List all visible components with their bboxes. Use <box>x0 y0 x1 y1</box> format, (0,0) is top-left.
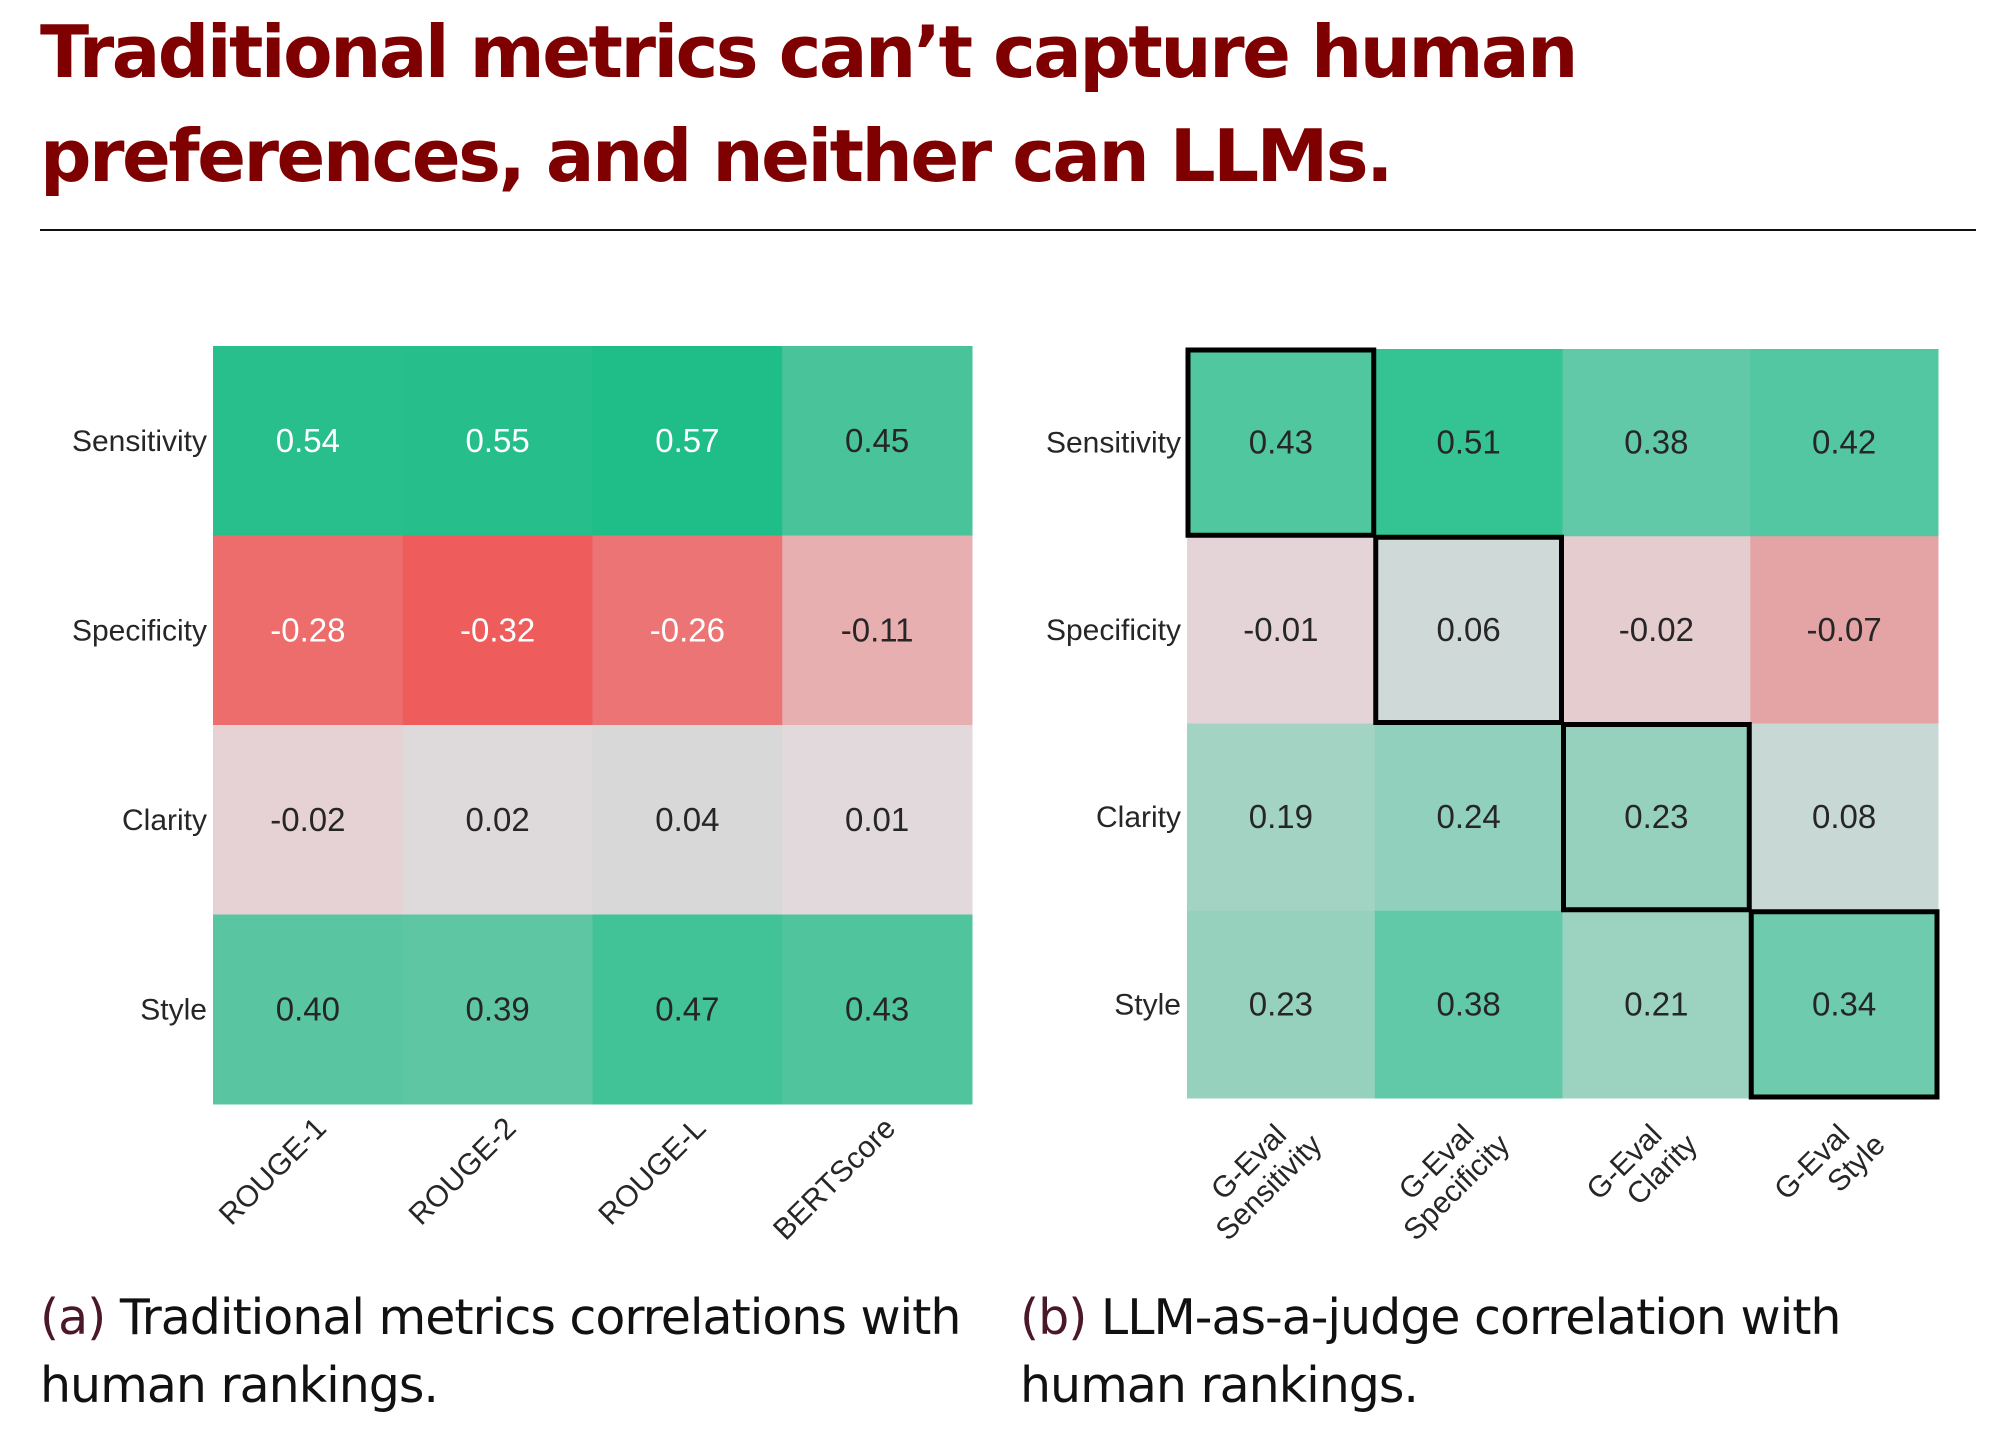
heatmap-cell-clarity-g-eval-specificity <box>1374 723 1563 912</box>
heatmap-cell-sensitivity-g-eval-specificity <box>1374 349 1563 537</box>
heatmap-cell-clarity-bertscore <box>782 725 973 915</box>
heatmap-cell-clarity-rouge-2 <box>402 725 593 915</box>
cell-value-label: 0.43 <box>1249 424 1313 461</box>
cell-value-label: 0.24 <box>1437 798 1501 835</box>
row-label-style: Style <box>1114 988 1181 1021</box>
cell-value-label: 0.51 <box>1437 424 1501 461</box>
heatmap-cell-specificity-bertscore <box>782 535 973 726</box>
heatmap-cell-specificity-rouge-l <box>592 535 783 726</box>
cell-value-label: 0.55 <box>466 422 530 459</box>
row-label-sensitivity: Sensitivity <box>72 425 207 458</box>
caption-b: (b) LLM-as-a-judge correlation with huma… <box>1020 1284 1980 1420</box>
highlight-box <box>1748 909 1940 1100</box>
heatmap-cell-style-g-eval-style <box>1750 910 1939 1099</box>
heatmap-cell-clarity-rouge-1 <box>213 725 404 915</box>
cell-value-label: 0.23 <box>1249 985 1313 1022</box>
heatmap-cell-clarity-g-eval-sensitivity <box>1187 723 1376 912</box>
heatmap-cell-style-g-eval-specificity <box>1374 910 1563 1099</box>
heatmap-cell-style-rouge-l <box>592 914 783 1105</box>
heatmap-traditional-metrics: 0.54 0.55 0.57 0.45 -0.28 -0.32 -0.26 -0.11 -0.0… <box>72 346 973 1247</box>
column-label-bertscore: BERTScore <box>767 1112 902 1247</box>
caption-b-tag: (b) <box>1020 1289 1087 1346</box>
column-label-rouge-l: ROUGE-L <box>592 1112 712 1232</box>
column-label-rouge-1: ROUGE-1 <box>213 1112 333 1232</box>
heatmap-cell-clarity-g-eval-clarity <box>1562 723 1751 912</box>
heatmap-cell-style-g-eval-sensitivity <box>1187 910 1376 1099</box>
title-line-1: Traditional metrics can’t capture human <box>40 10 1578 94</box>
column-label-rouge-2: ROUGE-2 <box>403 1112 523 1232</box>
cell-value-label: -0.02 <box>1619 611 1694 648</box>
highlight-box <box>1185 347 1377 538</box>
row-label-specificity: Specificity <box>1046 614 1181 647</box>
caption-a-text: Traditional metrics correlations with hu… <box>40 1289 961 1414</box>
caption-a-tag: (a) <box>40 1289 106 1346</box>
cell-value-label: 0.54 <box>276 422 340 459</box>
cell-value-label: 0.42 <box>1812 424 1876 461</box>
cell-value-label: -0.26 <box>650 611 725 648</box>
row-label-style: Style <box>140 993 207 1026</box>
heatmap-cell-sensitivity-g-eval-style <box>1750 349 1939 537</box>
heatmap-cell-clarity-rouge-l <box>592 725 783 915</box>
page-title: Traditional metrics can’t capture human … <box>40 0 1940 208</box>
cell-value-label: 0.06 <box>1437 611 1501 648</box>
cell-value-label: 0.38 <box>1624 424 1688 461</box>
cell-value-label: 0.40 <box>276 990 340 1027</box>
cell-value-label: -0.01 <box>1243 611 1318 648</box>
caption-b-text: LLM-as-a-judge correlation with human ra… <box>1020 1289 1841 1414</box>
heatmap-cell-specificity-g-eval-sensitivity <box>1187 536 1376 724</box>
cell-value-label: -0.32 <box>460 611 535 648</box>
heatmap-cell-style-bertscore <box>782 914 973 1105</box>
heatmap-cell-sensitivity-rouge-1 <box>213 346 404 536</box>
title-line-2: preferences, and neither can LLMs. <box>40 114 1393 198</box>
cell-value-label: 0.04 <box>655 801 719 838</box>
heatmap-cell-specificity-g-eval-style <box>1750 536 1939 724</box>
heatmap-cell-specificity-rouge-1 <box>213 535 404 726</box>
column-label-g-eval-style: G-EvalStyle <box>1768 1106 1892 1230</box>
cell-value-label: 0.47 <box>655 990 719 1027</box>
cell-value-label: 0.23 <box>1624 798 1688 835</box>
cell-value-label: 0.34 <box>1812 985 1876 1022</box>
cell-value-label: -0.07 <box>1807 611 1882 648</box>
heatmap-cell-style-g-eval-clarity <box>1562 910 1751 1099</box>
heatmap-cell-style-rouge-2 <box>402 914 593 1105</box>
heatmap-cell-clarity-g-eval-style <box>1750 723 1939 912</box>
cell-value-label: -0.02 <box>270 801 345 838</box>
cell-value-label: -0.11 <box>841 611 914 648</box>
cell-value-label: 0.57 <box>655 422 719 459</box>
row-label-specificity: Specificity <box>72 614 207 647</box>
caption-a: (a) Traditional metrics correlations wit… <box>40 1284 1000 1420</box>
heatmap-cell-sensitivity-rouge-2 <box>402 346 593 536</box>
cell-value-label: 0.01 <box>845 801 909 838</box>
cell-value-label: 0.39 <box>466 990 530 1027</box>
heatmap-cell-sensitivity-g-eval-sensitivity <box>1187 349 1376 537</box>
heatmap-cell-sensitivity-g-eval-clarity <box>1562 349 1751 537</box>
cell-value-label: 0.02 <box>466 801 530 838</box>
cell-value-label: 0.38 <box>1437 985 1501 1022</box>
cell-value-label: 0.19 <box>1249 798 1313 835</box>
cell-value-label: 0.43 <box>845 990 909 1027</box>
column-label-g-eval-sensitivity: G-EvalSensitivity <box>1187 1106 1328 1247</box>
cell-value-label: 0.45 <box>845 422 909 459</box>
row-label-clarity: Clarity <box>122 804 207 837</box>
heatmap-cell-specificity-g-eval-clarity <box>1562 536 1751 724</box>
highlight-box <box>1561 722 1752 913</box>
heatmap-llm-judge: 0.43 0.51 0.38 0.42 -0.01 0.06 -0.02 -0.07 0.19 0… <box>1046 347 1940 1247</box>
heatmap-cell-sensitivity-rouge-l <box>592 346 783 536</box>
column-label-g-eval-clarity: G-EvalClarity <box>1580 1106 1704 1230</box>
heatmap-cell-specificity-g-eval-specificity <box>1374 536 1563 724</box>
heatmap-cell-specificity-rouge-2 <box>402 535 593 726</box>
row-label-clarity: Clarity <box>1096 801 1181 834</box>
heatmap-cell-sensitivity-bertscore <box>782 346 973 536</box>
column-label-g-eval-specificity: G-EvalSpecificity <box>1375 1106 1516 1247</box>
cell-value-label: -0.28 <box>270 611 345 648</box>
row-label-sensitivity: Sensitivity <box>1046 427 1181 460</box>
cell-value-label: 0.21 <box>1624 985 1688 1022</box>
highlight-box <box>1373 534 1564 725</box>
title-divider <box>40 229 1976 231</box>
heatmap-cell-style-rouge-1 <box>213 914 404 1105</box>
cell-value-label: 0.08 <box>1812 798 1876 835</box>
